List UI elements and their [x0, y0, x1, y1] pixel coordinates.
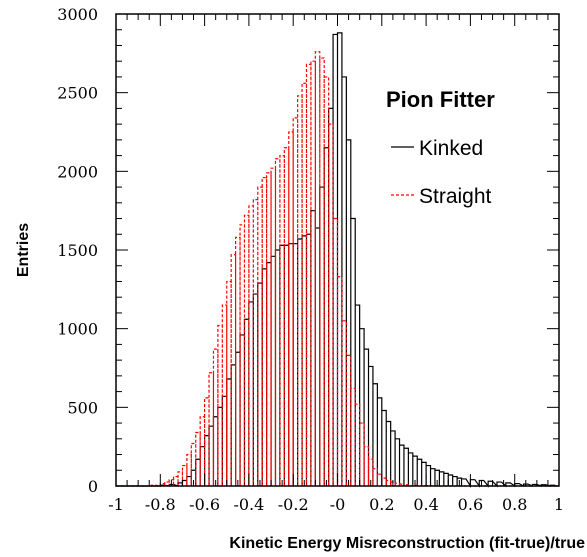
- y-tick-label: 2500: [57, 84, 98, 103]
- x-tick-label: -0.4: [233, 495, 264, 514]
- x-tick-label: -0.2: [278, 495, 309, 514]
- y-tick-label: 2000: [57, 162, 98, 181]
- x-tick-label: -0: [330, 495, 346, 514]
- y-tick-label: 500: [67, 398, 98, 417]
- x-tick-label: 0.6: [458, 495, 483, 514]
- x-axis-label: Kinetic Energy Misreconstruction (fit-tr…: [229, 535, 585, 552]
- axes-layer: -1 -0.8 -0.6 -0.4 -0.2 -0 0.2 0.4 0.6 0.8 1 0 500 100…: [57, 5, 564, 514]
- y-axis-label: Entries: [15, 223, 32, 277]
- y-tick-label: 3000: [57, 5, 98, 24]
- y-tick-label: 1000: [57, 320, 98, 339]
- series-kinked-line: [116, 32, 559, 489]
- x-tick-label: 0.8: [502, 495, 527, 514]
- legend: Pion Fitter Kinked Straight: [386, 87, 495, 208]
- x-tick-label: -0.8: [145, 495, 176, 514]
- x-tick-label: -1: [108, 495, 124, 514]
- legend-title: Pion Fitter: [386, 87, 495, 112]
- x-tick-label: 0.2: [369, 495, 394, 514]
- y-tick-label: 1500: [57, 241, 98, 260]
- x-tick-label: 0.4: [413, 495, 438, 514]
- x-tick-label: 1: [554, 495, 564, 514]
- y-tick-label: 0: [88, 477, 98, 496]
- legend-label-kinked: Kinked: [419, 137, 483, 160]
- x-tick-label: -0.6: [189, 495, 220, 514]
- legend-label-straight: Straight: [419, 185, 492, 208]
